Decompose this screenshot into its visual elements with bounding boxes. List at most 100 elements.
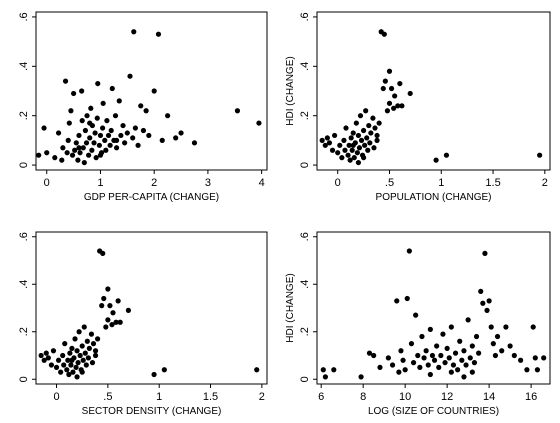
data-point — [482, 250, 488, 256]
data-point — [469, 343, 475, 349]
data-point — [72, 147, 78, 153]
y-tick-label: 0 — [299, 376, 311, 382]
data-point — [105, 286, 111, 292]
data-point — [100, 125, 106, 131]
y-tick-label: .6 — [299, 232, 311, 241]
data-point — [386, 68, 393, 74]
data-point — [398, 348, 404, 354]
x-tick-label: 0 — [53, 391, 59, 403]
data-point — [95, 336, 101, 342]
data-point — [452, 350, 459, 356]
x-axis-title: POPULATION (CHANGE) — [376, 192, 492, 203]
data-point — [105, 317, 111, 323]
y-tick-label: .2 — [18, 327, 30, 336]
data-point — [50, 348, 57, 354]
x-tick-label: 2 — [542, 177, 548, 189]
data-point — [76, 329, 82, 335]
data-point — [102, 137, 108, 143]
data-point — [443, 152, 450, 158]
data-point — [92, 348, 99, 354]
data-point — [427, 326, 433, 332]
data-point — [135, 142, 141, 148]
data-point — [86, 345, 92, 351]
y-tick-label: .2 — [299, 111, 311, 120]
data-point — [350, 142, 356, 148]
data-point — [524, 367, 530, 373]
data-point — [476, 350, 482, 356]
data-point — [90, 341, 97, 347]
x-tick-label: 10 — [399, 391, 411, 403]
x-tick-label: 1 — [156, 391, 162, 403]
data-point — [410, 360, 417, 366]
data-point — [380, 85, 386, 92]
data-point — [343, 125, 349, 131]
data-point — [442, 360, 448, 366]
data-point — [76, 132, 82, 139]
data-point — [438, 352, 444, 359]
data-point — [120, 122, 126, 129]
data-point — [446, 355, 452, 361]
data-point — [440, 331, 446, 337]
data-point — [402, 367, 408, 373]
data-point — [65, 137, 71, 143]
data-point — [69, 345, 75, 351]
x-axis-title: LOG (SIZE OF COUNTRIES) — [368, 406, 499, 417]
data-point — [444, 345, 450, 351]
x-tick-label: 1 — [438, 177, 444, 189]
data-point — [480, 300, 486, 306]
data-point — [74, 348, 80, 354]
data-point — [457, 338, 463, 344]
y-tick-label: .6 — [18, 232, 30, 241]
plot-frame — [35, 231, 268, 385]
data-point — [100, 250, 106, 256]
data-point — [386, 100, 393, 106]
data-point — [125, 307, 131, 313]
data-point — [354, 150, 360, 156]
data-point — [473, 333, 480, 340]
data-point — [89, 360, 96, 366]
y-tick-label: 0 — [18, 162, 30, 168]
data-point — [87, 120, 93, 126]
data-point — [371, 352, 377, 359]
data-point — [400, 357, 406, 363]
data-point — [81, 159, 87, 166]
data-point — [143, 108, 149, 114]
data-point — [417, 364, 423, 370]
data-point — [534, 367, 541, 373]
data-point — [367, 140, 373, 146]
data-point — [43, 350, 49, 356]
y-tick-label: .4 — [18, 62, 30, 71]
data-point — [130, 135, 136, 141]
data-point — [84, 113, 90, 119]
data-point — [391, 105, 397, 111]
data-point — [372, 125, 378, 131]
data-point — [329, 147, 336, 153]
data-point — [339, 155, 345, 161]
data-point — [138, 103, 144, 109]
data-point — [397, 80, 403, 87]
data-point — [104, 118, 110, 124]
data-point — [499, 348, 505, 354]
data-point — [459, 357, 465, 363]
y-tick-label: .6 — [299, 12, 311, 21]
data-point — [363, 108, 369, 114]
data-point — [413, 312, 419, 318]
data-point — [461, 348, 467, 354]
data-point — [80, 357, 86, 363]
panel-sector-density: 0 .5 1 1.5 2 0 .2 .4 .6 SECTOR DENSITY (CHANGE) — [18, 231, 268, 417]
data-point — [151, 88, 157, 94]
data-point — [81, 324, 87, 330]
data-point — [406, 248, 412, 254]
data-point — [99, 303, 105, 309]
data-point — [52, 155, 58, 161]
data-point — [109, 85, 115, 92]
data-point — [113, 145, 120, 151]
data-point — [72, 336, 78, 342]
data-point — [88, 105, 94, 111]
data-point — [60, 352, 66, 359]
data-point — [109, 322, 115, 328]
data-point — [77, 150, 83, 156]
data-point — [83, 362, 89, 368]
data-point — [429, 352, 436, 359]
